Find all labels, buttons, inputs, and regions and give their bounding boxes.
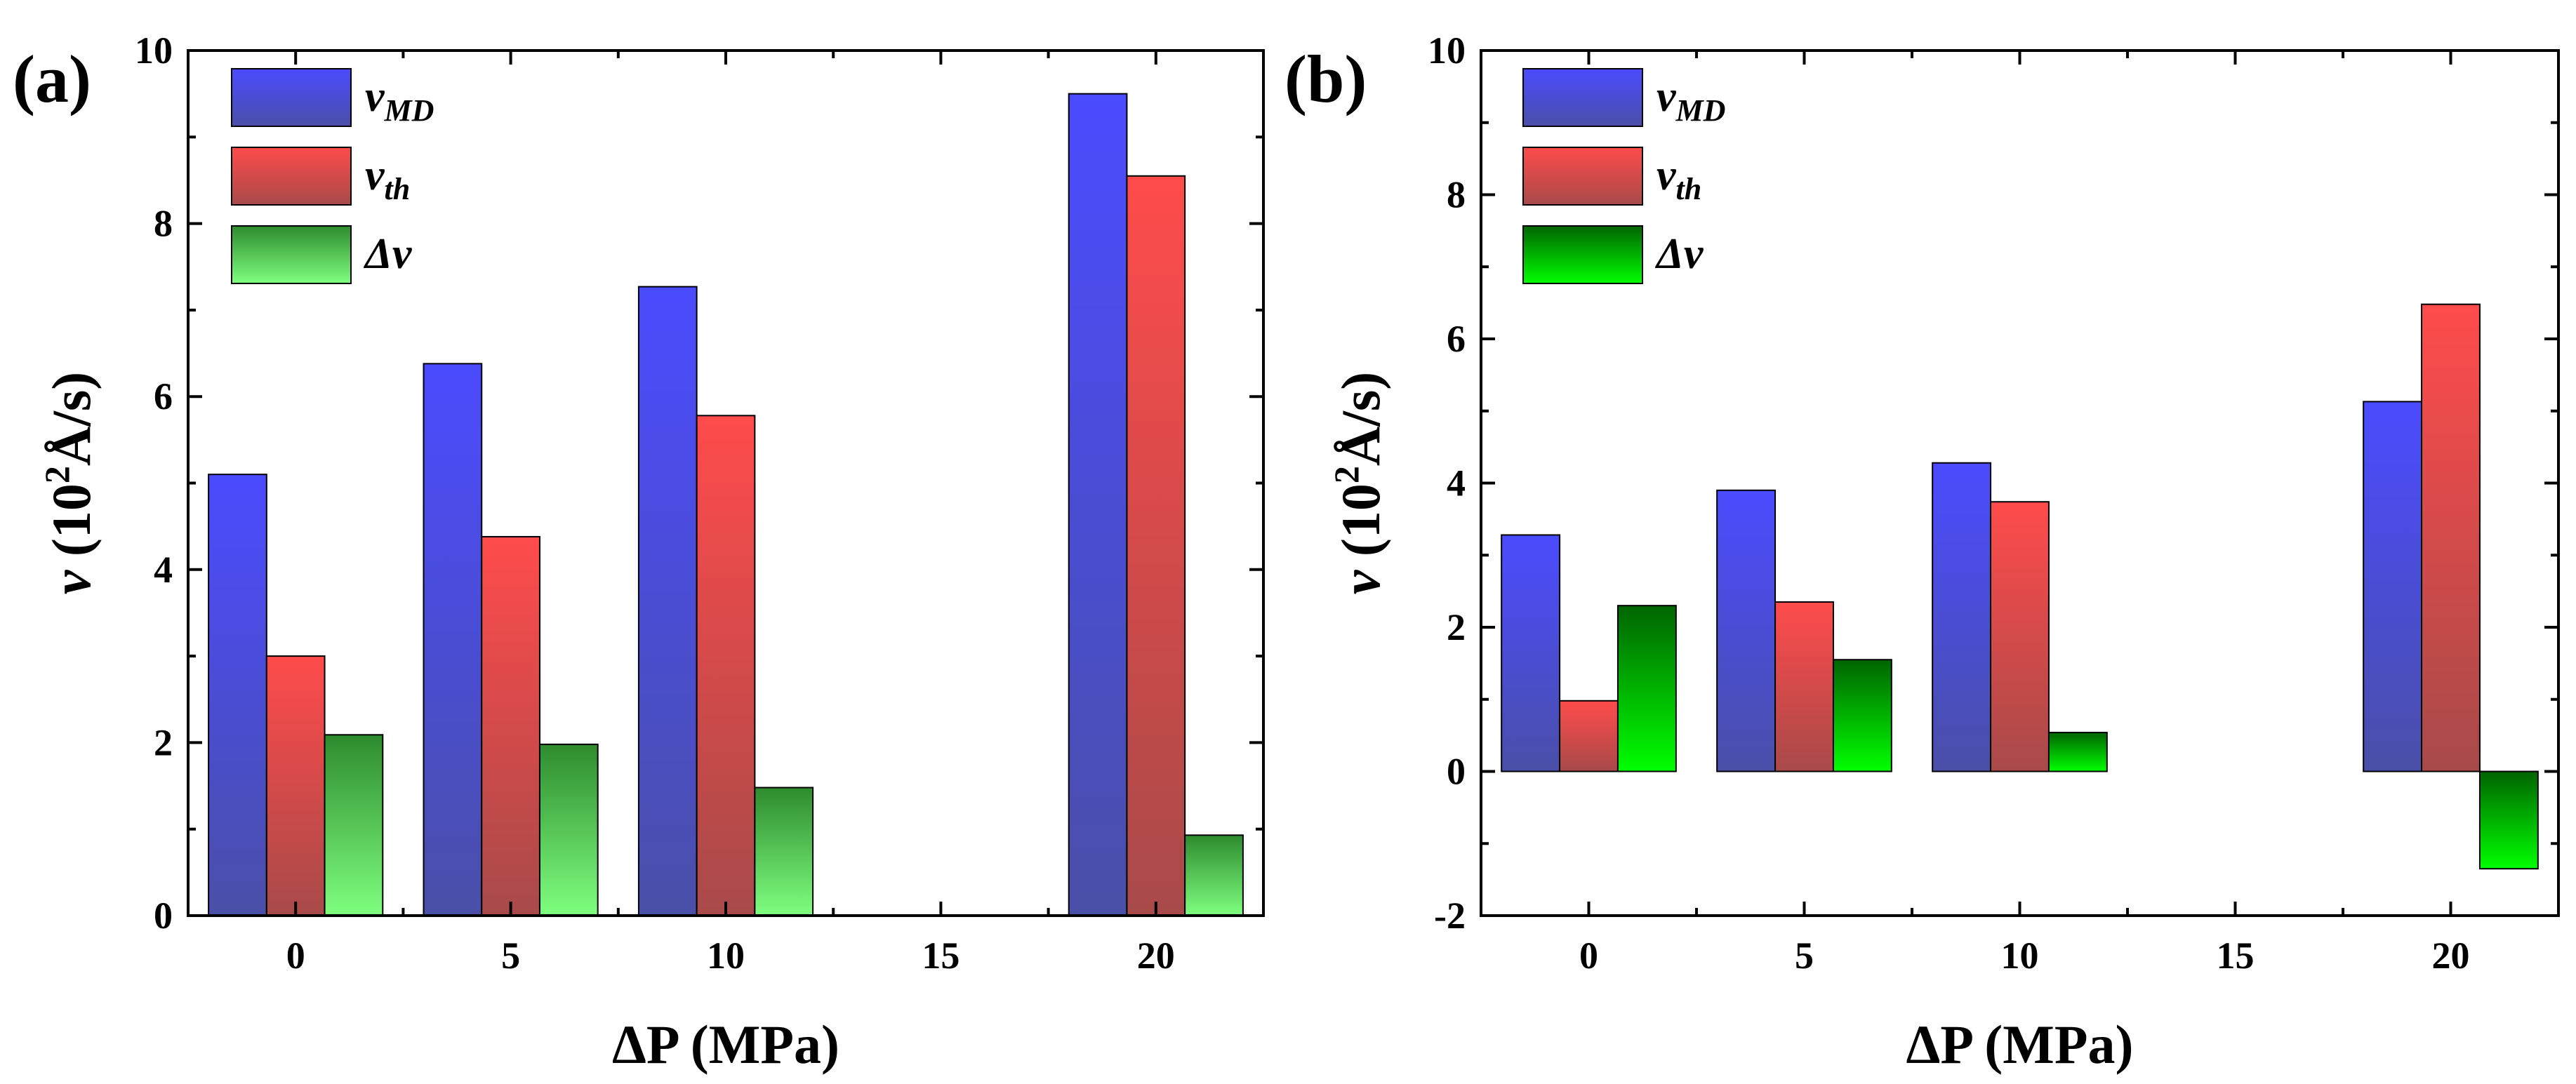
legend-swatch-a-v_th [231,147,352,206]
y-tick-label-a: 6 [154,375,173,417]
y-tick-label-a: 8 [154,203,173,245]
legend-swatch-b-dv [1522,225,1643,284]
bar-b-dv-0 [1616,605,1677,772]
y-tick-label-a: 10 [135,29,173,72]
panel-label-b: (b) [1284,41,1367,116]
bar-a-v_th-20 [1126,175,1186,916]
x-tick-label-a: 0 [286,935,305,977]
x-tick-label-b: 20 [2432,935,2470,977]
bar-a-v_md-5 [423,363,483,916]
legend-swatch-a-v_md [231,68,352,127]
legend-swatch-b-v_th [1522,147,1643,206]
x-tick-label-a: 15 [922,935,960,977]
legend-label-a-dv: Δv [363,230,413,278]
bar-a-dv-0 [324,734,384,916]
bar-a-v_md-10 [637,286,698,916]
bar-b-v_md-5 [1716,489,1777,772]
x-axis-title-a: ΔP (MPa) [612,1014,839,1075]
x-tick-label-b: 15 [2217,935,2255,977]
y-tick-label-b: 10 [1428,29,1466,72]
legend-label-b-v_th: vth [1657,152,1701,206]
bar-b-v_th-10 [1990,501,2050,772]
x-tick-label-b: 10 [2001,935,2039,977]
y-tick-label-a: 0 [154,895,173,937]
x-tick-label-b: 0 [1579,935,1598,977]
bar-b-dv-20 [2478,770,2539,870]
bar-b-v_th-5 [1774,601,1834,772]
bar-a-dv-20 [1184,834,1244,917]
bar-a-v_md-0 [208,474,267,916]
chart-panel-a: 0 2 4 6 8 10 0 5 10 15 20 (a) ΔP (MPa) v (102Å/s) vMD v… [13,29,1265,1075]
legend-label-a-v_md: vMD [365,73,434,128]
x-tick-label-a: 10 [707,935,745,977]
x-tick-label-b: 5 [1795,935,1814,977]
y-tick-label-b: 6 [1447,318,1466,360]
bar-b-v_th-20 [2421,303,2481,772]
bar-a-v_th-0 [265,655,326,916]
bar-b-v_md-10 [1932,462,1992,772]
bar-b-v_th-0 [1559,700,1619,772]
y-tick-label-b: -2 [1434,895,1466,937]
bar-a-v_th-5 [481,535,540,916]
bar-b-v_md-20 [2363,401,2423,772]
bar-b-dv-5 [1832,659,1892,772]
x-tick-label-a: 5 [501,935,520,977]
bar-b-v_md-0 [1501,534,1561,772]
x-tick-label-a: 20 [1137,935,1175,977]
y-tick-label-a: 2 [154,721,173,763]
y-axis-title-b: v (102Å/s) [1327,372,1391,594]
legend-swatch-a-dv [231,225,352,284]
y-tick-label-b: 8 [1447,174,1466,216]
bar-b-dv-10 [2047,732,2108,772]
legend-label-a-v_th: vth [365,152,410,206]
chart-panel-b: -2 0 2 4 6 8 10 0 5 10 15 20 (b) ΔP (MPa) v (102Å/s) vM… [1284,29,2560,1075]
legend-label-b-v_md: vMD [1657,73,1725,128]
y-tick-label-b: 4 [1447,462,1466,504]
legend-swatch-b-v_md [1522,68,1643,127]
y-tick-label-b: 0 [1447,751,1466,793]
bar-a-v_th-10 [696,415,756,916]
y-tick-label-b: 2 [1447,606,1466,648]
x-axis-title-b: ΔP (MPa) [1906,1014,2134,1075]
bar-a-dv-10 [754,787,814,916]
bar-a-dv-5 [538,743,599,916]
legend-label-b-dv: Δv [1654,230,1704,278]
bar-a-v_md-20 [1068,93,1128,916]
panel-label-a: (a) [13,41,91,116]
y-tick-label-a: 4 [154,549,173,591]
y-axis-title-a: v (102Å/s) [37,372,102,594]
